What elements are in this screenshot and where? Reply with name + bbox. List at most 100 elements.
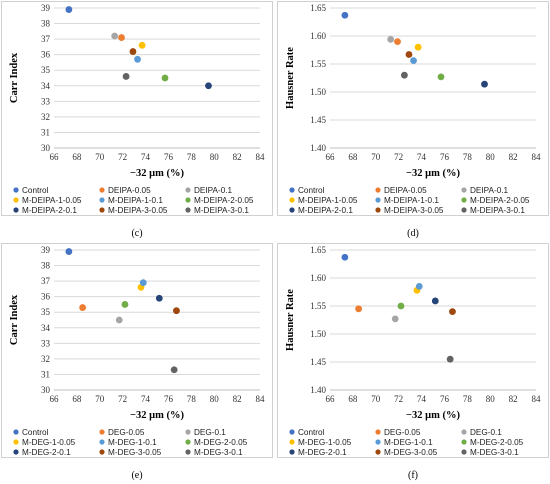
data-point — [437, 73, 445, 81]
legend-entry: M-DEG-1-0.05 — [298, 438, 352, 447]
legend-marker — [185, 207, 191, 213]
data-point — [115, 316, 123, 324]
y-tick-label: 35 — [41, 65, 51, 75]
legend-marker — [99, 207, 105, 213]
legend-marker — [13, 187, 19, 193]
legend-entry: M-DEIPA-1-0.1 — [108, 196, 163, 205]
data-point — [205, 82, 212, 90]
legend-marker — [375, 439, 381, 445]
data-point — [170, 366, 178, 374]
x-tick-label: 84 — [256, 394, 266, 404]
legend-entry: M-DEG-2-0.05 — [194, 438, 248, 447]
x-tick-label: 78 — [187, 394, 197, 404]
legend-marker — [185, 429, 191, 435]
panel-c-carr-index-deipa: 30 31 32 33 34 35 36 37 38 39 66 68 70 72 74 76 78 80 82 84… — [0, 0, 274, 242]
scatter-chart: 1.40 1.45 1.50 1.55 1.60 1.65 66 68 70 72 74 76 78 80… — [277, 243, 549, 481]
legend-marker — [289, 439, 295, 445]
legend-entry: DEIPA-0.1 — [470, 186, 509, 195]
data-point — [118, 34, 125, 41]
legend-marker — [99, 187, 105, 193]
panel-caption: (f) — [408, 470, 418, 481]
legend-entry: M-DEIPA-2-0.05 — [194, 196, 254, 205]
data-point — [414, 43, 422, 51]
y-tick-label: 36 — [41, 292, 51, 302]
legend-marker — [99, 439, 105, 445]
x-tick-label: 78 — [187, 152, 197, 162]
legend-entry: DEG-0.1 — [470, 428, 502, 437]
legend-marker — [375, 187, 381, 193]
x-axis-title: −32 μm (%) — [130, 168, 184, 179]
data-point — [410, 57, 417, 65]
panel-d-hausner-rate-deipa: 1.40 1.45 1.50 1.55 1.60 1.65 66 68 70 72 74 76 78 80… — [276, 0, 550, 242]
x-tick-label: 78 — [463, 152, 473, 162]
y-tick-label: 1.45 — [310, 357, 326, 367]
y-tick-label: 37 — [41, 276, 51, 286]
x-tick-label: 80 — [486, 152, 496, 162]
legend-marker — [461, 187, 467, 193]
y-tick-label: 1.45 — [310, 115, 326, 125]
data-point — [173, 307, 180, 315]
legend-marker — [13, 429, 19, 435]
legend-entry: M-DEIPA-2-0.05 — [470, 196, 530, 205]
data-point — [134, 55, 141, 63]
y-axis-title: Carr Index — [9, 294, 20, 345]
y-tick-label: 1.50 — [310, 329, 326, 339]
y-tick-label: 1.65 — [310, 245, 326, 255]
y-tick-label: 38 — [41, 261, 51, 271]
panel-caption: (e) — [131, 470, 142, 481]
legend-entry: M-DEIPA-1-0.1 — [384, 196, 439, 205]
y-axis-title: Carr Index — [9, 52, 20, 103]
x-tick-label: 80 — [210, 394, 220, 404]
x-tick-label: 76 — [164, 152, 174, 162]
data-point — [111, 32, 119, 40]
legend-marker — [461, 449, 467, 455]
scatter-chart: 30 31 32 33 34 35 36 37 38 39 66 68 70 72 74 76 78 80 82 84… — [1, 243, 273, 481]
x-tick-label: 74 — [417, 152, 427, 162]
legend-entry: M-DEIPA-1-0.05 — [22, 196, 82, 205]
x-tick-label: 72 — [118, 152, 127, 162]
data-point — [415, 283, 423, 290]
legend-marker — [99, 429, 105, 435]
legend-marker — [461, 207, 467, 213]
y-tick-label: 1.60 — [310, 31, 326, 41]
x-tick-label: 74 — [141, 152, 151, 162]
x-tick-label: 68 — [72, 394, 82, 404]
legend-entry: M-DEG-1-0.1 — [384, 438, 433, 447]
legend-marker — [185, 449, 191, 455]
x-tick-label: 84 — [532, 394, 542, 404]
y-tick-label: 31 — [41, 369, 50, 379]
legend-marker — [99, 449, 105, 455]
legend-marker — [375, 207, 381, 213]
data-point — [138, 41, 146, 49]
x-tick-label: 70 — [95, 152, 105, 162]
x-tick-label: 66 — [50, 394, 60, 404]
y-tick-label: 33 — [41, 96, 51, 106]
x-tick-label: 76 — [440, 152, 450, 162]
data-point — [79, 304, 87, 311]
y-tick-label: 33 — [41, 338, 51, 348]
legend-entry: M-DEG-1-0.1 — [108, 438, 157, 447]
legend-marker — [13, 207, 19, 213]
x-tick-label: 82 — [233, 152, 242, 162]
x-tick-label: 68 — [348, 152, 358, 162]
legend-marker — [289, 207, 295, 213]
y-tick-label: 37 — [41, 34, 51, 44]
x-tick-label: 78 — [463, 394, 473, 404]
chart-border — [277, 243, 549, 458]
y-axis-title: Hausner Rate — [285, 47, 296, 109]
x-tick-label: 74 — [417, 394, 427, 404]
x-tick-label: 70 — [371, 152, 381, 162]
data-point — [65, 6, 73, 13]
data-point — [341, 11, 349, 19]
y-tick-label: 30 — [41, 385, 51, 395]
panel-f-hausner-rate-deg: 1.40 1.45 1.50 1.55 1.60 1.65 66 68 70 72 74 76 78 80… — [276, 242, 550, 484]
y-tick-label: 38 — [41, 19, 51, 29]
y-tick-label: 30 — [41, 143, 51, 153]
legend-entry: DEIPA-0.1 — [194, 186, 233, 195]
data-point — [341, 253, 349, 261]
legend-entry: M-DEG-3-0.1 — [470, 448, 519, 457]
y-tick-label: 1.55 — [310, 301, 326, 311]
x-tick-label: 76 — [440, 394, 450, 404]
legend-marker — [185, 187, 191, 193]
data-point — [400, 71, 408, 79]
